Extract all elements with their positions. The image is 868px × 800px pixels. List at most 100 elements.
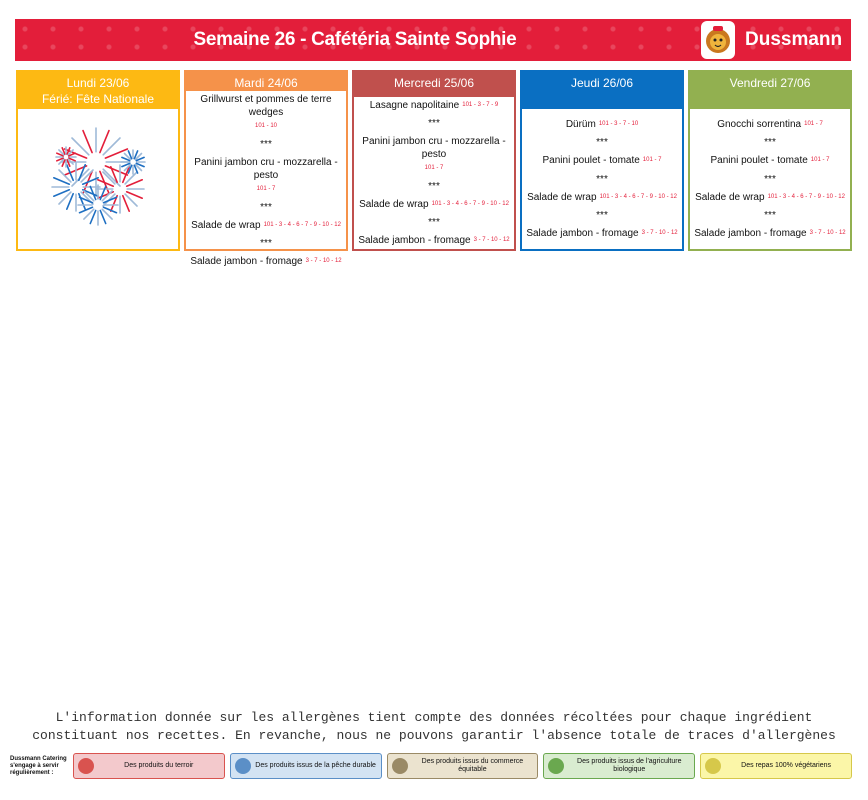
- dish-item: Panini poulet - tomate 101 - 7: [543, 154, 662, 167]
- day-column-mercredi: Mercredi 25/06 Lasagne napolitaine 101 - 3…: [352, 70, 516, 251]
- allergen-codes: 101 - 3 - 4 - 6 - 7 - 9 - 10 - 12: [431, 200, 509, 207]
- allergen-codes: 101 - 3 - 7 - 10: [598, 121, 639, 128]
- day-title: Jeudi 26/06: [570, 76, 634, 90]
- dish-name: Panini poulet - tomate: [542, 155, 640, 167]
- allergen-codes: 3 - 7 - 10 - 12: [473, 236, 510, 243]
- dish-name: Salade de wrap: [527, 191, 597, 203]
- veggie-icon: [705, 758, 722, 774]
- fireworks-illustration: [48, 117, 148, 242]
- day-header: Lundi 23/06 Férié: Fête Nationale: [18, 72, 178, 109]
- dish-item: Salade de wrap 101 - 3 - 4 - 6 - 7 - 9 - …: [359, 198, 509, 211]
- dish-item: Salade jambon - fromage 3 - 7 - 10 - 12: [526, 227, 677, 240]
- allergen-codes: 101 - 7: [256, 186, 276, 192]
- dish-name: Salade jambon - fromage: [358, 235, 471, 246]
- allergen-notice-line1: L'information donnée sur les allergènes …: [55, 710, 813, 725]
- day-column-mardi: Mardi 24/06 Grillwurst et pommes de terre…: [184, 70, 348, 267]
- dish-item: Grillwurst et pommes de terre wedges 101 …: [190, 93, 342, 133]
- allergen-codes: 101 - 3 - 4 - 6 - 7 - 9 - 10 - 12: [263, 222, 341, 228]
- allergen-codes: 101 - 7: [810, 157, 830, 164]
- dish-item: Panini jambon cru - mozzarella - pesto 10…: [358, 135, 510, 175]
- brand-name: Dussmann: [745, 29, 843, 50]
- allergen-codes: 3 - 7 - 10 - 12: [305, 258, 342, 265]
- day-menu: Grillwurst et pommes de terre wedges 101 …: [186, 91, 346, 270]
- lion-mascot-icon: [701, 21, 735, 59]
- dish-item: Salade jambon - fromage 3 - 7 - 10 - 12: [190, 255, 341, 268]
- commitment-label: Des produits du terroir: [124, 762, 194, 769]
- commitment-badge: Des produits du terroir: [72, 753, 225, 779]
- dish-separator: ***: [764, 137, 776, 149]
- dish-separator: ***: [596, 137, 608, 149]
- dish-separator: ***: [428, 117, 440, 129]
- commitments-footer: Dussmann Catering s'engage à servir régu…: [10, 753, 852, 779]
- day-menu: [18, 109, 178, 249]
- dish-name: Salade de wrap: [359, 198, 429, 210]
- dish-separator: ***: [260, 202, 272, 213]
- brand-logo: Dussmann: [695, 19, 851, 61]
- dish-item: Salade de wrap 101 - 3 - 4 - 6 - 7 - 9 - …: [695, 191, 845, 204]
- allergen-codes: 101 - 7: [804, 121, 823, 128]
- page-title: Semaine 26 - Cafétéria Sainte Sophie: [193, 29, 517, 50]
- commitment-label: Des repas 100% végétariens: [741, 762, 832, 769]
- dish-name: Salade de wrap: [695, 191, 765, 203]
- dish-separator: ***: [596, 209, 608, 221]
- dish-item: Salade jambon - fromage 3 - 7 - 10 - 12: [358, 234, 509, 247]
- dish-separator: ***: [428, 180, 440, 192]
- day-subtitle: Férié: Fête Nationale: [41, 92, 155, 106]
- dish-item: Panini jambon cru - mozzarella - pesto 10…: [190, 156, 342, 196]
- day-column-jeudi: Jeudi 26/06 Dürüm 101 - 3 - 7 - 10 *** Panin…: [520, 70, 684, 251]
- dish-item: Dürüm 101 - 3 - 7 - 10: [566, 118, 638, 131]
- allergen-notice-line2: constituant nos recettes. En revanche, n…: [32, 728, 836, 743]
- page-header: Semaine 26 - Cafétéria Sainte Sophie Dus…: [15, 19, 851, 61]
- allergen-codes: 101 - 10: [254, 123, 278, 129]
- dish-name: Grillwurst et pommes de terre wedges: [200, 94, 332, 118]
- dish-item: Salade de wrap 101 - 3 - 4 - 6 - 7 - 9 - …: [527, 191, 677, 204]
- day-title: Mardi 24/06: [234, 76, 298, 90]
- dish-separator: ***: [260, 139, 272, 150]
- commitment-badge: Des produits issus du commerce équitable: [386, 753, 539, 779]
- dish-name: Salade de wrap: [191, 220, 261, 232]
- day-header: Jeudi 26/06: [522, 72, 682, 109]
- commitment-label: Des produits issus de la pêche durable: [255, 762, 376, 769]
- dish-name: Salade jambon - fromage: [526, 227, 639, 239]
- day-menu: Dürüm 101 - 3 - 7 - 10 *** Panini poulet - …: [522, 109, 682, 249]
- dish-separator: ***: [428, 216, 440, 228]
- dish-name: Panini jambon cru - mozzarella - pesto: [194, 157, 338, 181]
- bio-leaf-icon: [548, 758, 565, 774]
- day-menu: Lasagne napolitaine 101 - 3 - 7 - 9 *** Pan…: [354, 97, 514, 249]
- allergen-codes: 101 - 3 - 7 - 9: [462, 101, 499, 108]
- allergen-codes: 3 - 7 - 10 - 12: [809, 229, 846, 236]
- dish-name: Dürüm: [565, 119, 596, 131]
- dish-item: Salade de wrap 101 - 3 - 4 - 6 - 7 - 9 - …: [191, 219, 341, 232]
- dish-item: Gnocchi sorrentina 101 - 7: [717, 118, 823, 131]
- day-header: Mardi 24/06: [186, 72, 346, 91]
- dish-name: Gnocchi sorrentina: [717, 119, 802, 131]
- day-header: Vendredi 27/06: [690, 72, 850, 109]
- fish-icon: [234, 758, 251, 774]
- day-title: Lundi 23/06: [66, 76, 130, 90]
- dish-name: Salade jambon - fromage: [190, 256, 303, 268]
- week-menu: Lundi 23/06 Férié: Fête Nationale Mardi 24…: [16, 70, 852, 267]
- allergen-codes: 101 - 7: [424, 164, 444, 171]
- allergen-codes: 101 - 7: [642, 157, 662, 164]
- day-header: Mercredi 25/06: [354, 72, 514, 97]
- dish-item: Panini poulet - tomate 101 - 7: [711, 154, 830, 167]
- footer-intro: Dussmann Catering s'engage à servir régu…: [10, 755, 67, 776]
- dish-name: Salade jambon - fromage: [694, 227, 807, 239]
- dish-item: Salade jambon - fromage 3 - 7 - 10 - 12: [694, 227, 845, 240]
- commitment-label: Des produits issus de l'agriculture biol…: [577, 758, 682, 773]
- commitment-badge: Des produits issus de la pêche durable: [229, 753, 382, 779]
- day-column-lundi: Lundi 23/06 Férié: Fête Nationale: [16, 70, 180, 251]
- commitment-badge: Des repas 100% végétariens: [700, 753, 852, 779]
- allergen-codes: 101 - 3 - 4 - 6 - 7 - 9 - 10 - 12: [599, 193, 677, 200]
- fairtrade-icon: [391, 758, 408, 774]
- allergen-codes: 101 - 3 - 4 - 6 - 7 - 9 - 10 - 12: [767, 193, 845, 200]
- commitment-label: Des produits issus du commerce équitable: [421, 758, 524, 773]
- dish-item: Lasagne napolitaine 101 - 3 - 7 - 9: [370, 99, 499, 112]
- allergen-codes: 3 - 7 - 10 - 12: [641, 229, 678, 236]
- day-column-vendredi: Vendredi 27/06 Gnocchi sorrentina 101 - 7 *…: [688, 70, 852, 251]
- day-title: Vendredi 27/06: [729, 76, 811, 90]
- luxembourg-flag-icon: [77, 758, 94, 774]
- dish-separator: ***: [764, 173, 776, 185]
- dish-name: Lasagne napolitaine: [369, 99, 460, 111]
- dish-separator: ***: [596, 173, 608, 185]
